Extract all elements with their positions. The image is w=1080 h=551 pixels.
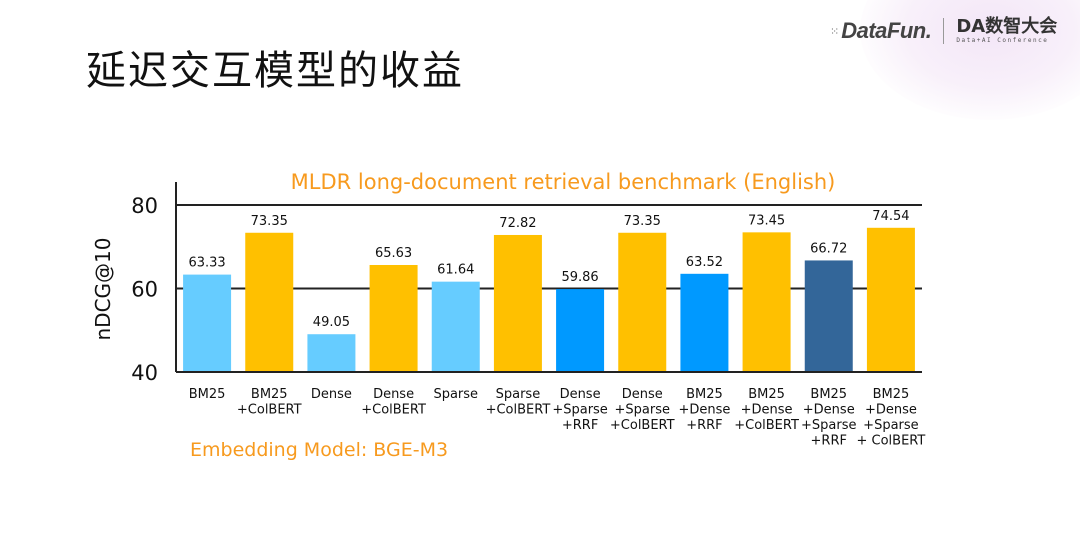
x-tick-label: Sparse (496, 387, 541, 402)
bar (866, 227, 915, 372)
x-tick-label: Dense (311, 387, 352, 402)
data-label: 61.64 (437, 263, 474, 278)
bar (618, 232, 667, 372)
data-label: 73.35 (624, 214, 661, 229)
x-tick-label: BM25 (686, 387, 723, 402)
datafun-logo: DataFun. (841, 18, 932, 43)
data-label: 59.86 (561, 270, 598, 285)
conference-subtitle: Data+AI Conference (956, 37, 1049, 44)
x-tick-label: +Dense (865, 403, 917, 418)
data-label: 63.52 (686, 255, 723, 270)
x-tick-label: +RRF (686, 418, 722, 433)
footnote: Embedding Model: BGE-M3 (190, 439, 448, 461)
slide-title: 延迟交互模型的收益 (86, 48, 464, 94)
bar (556, 289, 605, 372)
bar (431, 281, 480, 372)
x-tick-label: BM25 (810, 387, 847, 402)
x-tick-label: +Dense (803, 403, 855, 418)
y-tick-label: 40 (131, 361, 158, 385)
data-label: 72.82 (499, 216, 536, 231)
bar (369, 264, 418, 372)
y-axis-label: nDCG@10 (91, 238, 115, 341)
x-tick-label: +ColBERT (361, 403, 426, 418)
y-tick-label: 60 (131, 278, 158, 302)
bar (742, 232, 791, 372)
data-label: 74.54 (872, 209, 909, 224)
x-tick-label: Dense (373, 387, 414, 402)
data-label: 66.72 (810, 241, 847, 256)
x-tick-label: +Dense (678, 403, 730, 418)
x-tick-label: +Sparse (863, 418, 918, 433)
data-label: 63.33 (188, 256, 225, 271)
bar (307, 334, 356, 372)
bar (183, 274, 232, 372)
bar (493, 234, 542, 372)
x-tick-label: +ColBERT (237, 403, 302, 418)
x-tick-label: +ColBERT (486, 403, 551, 418)
x-tick-label: +ColBERT (610, 418, 675, 433)
logo: ⁙ DataFun. DA数智大会 Data+AI Conference (830, 14, 1057, 48)
data-label: 49.05 (313, 315, 350, 330)
bar (245, 232, 294, 372)
x-tick-label: +Sparse (552, 403, 607, 418)
x-tick-label: + ColBERT (857, 434, 926, 449)
data-label: 73.35 (251, 214, 288, 229)
conference-logo: DA数智大会 Data+AI Conference (956, 18, 1057, 44)
x-tick-label: Dense (622, 387, 663, 402)
data-label: 65.63 (375, 246, 412, 261)
x-tick-label: +RRF (811, 434, 847, 449)
bar (804, 260, 853, 372)
datafun-dots-icon: ⁙ (830, 24, 839, 38)
x-tick-label: +ColBERT (734, 418, 799, 433)
bar (680, 273, 729, 372)
x-tick-label: BM25 (748, 387, 785, 402)
x-tick-label: Sparse (433, 387, 478, 402)
x-tick-label: BM25 (189, 387, 226, 402)
x-tick-label: +Sparse (801, 418, 856, 433)
chart-title: MLDR long-document retrieval benchmark (… (291, 170, 836, 194)
x-tick-label: +Sparse (615, 403, 670, 418)
x-tick-label: BM25 (251, 387, 288, 402)
x-tick-label: Dense (560, 387, 601, 402)
conference-name: DA数智大会 (956, 16, 1058, 37)
y-tick-label: 80 (131, 194, 158, 218)
data-label: 73.45 (748, 213, 785, 228)
logo-divider (943, 18, 945, 44)
x-tick-label: BM25 (873, 387, 910, 402)
x-tick-label: +RRF (562, 418, 598, 433)
x-tick-label: +Dense (741, 403, 793, 418)
